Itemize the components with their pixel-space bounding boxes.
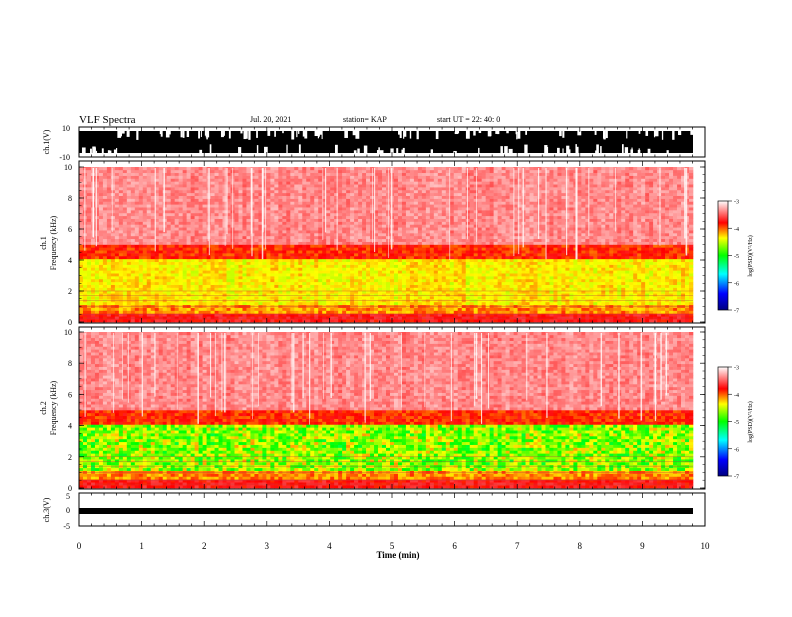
y-tick-label: 4 — [68, 422, 72, 431]
x-tick-label: 4 — [327, 541, 332, 551]
x-tick-label: 0 — [77, 541, 82, 551]
colorbar-tick-label: -6 — [734, 447, 739, 453]
panel-ch1-spectrogram: 0 2 4 6 8 10 ch.1 Frequency (kHz) — [39, 161, 705, 327]
ch2-spectrogram-image — [79, 332, 693, 488]
colorbar-tick-label: -4 — [734, 227, 739, 233]
colorbar-tick-label: -4 — [734, 393, 739, 399]
x-tick-label: 10 — [701, 541, 711, 551]
colorbar-tick-label: -7 — [734, 475, 739, 481]
ch3-ytick-mid: 0 — [66, 506, 70, 515]
y-tick-label: 6 — [68, 225, 72, 234]
x-tick-label: 3 — [265, 541, 270, 551]
y-tick-label: 8 — [68, 359, 72, 368]
time-axis-label: Time (min) — [376, 550, 419, 560]
colorbar-tick-label: -7 — [734, 309, 739, 315]
y-tick-label: 4 — [68, 256, 72, 265]
x-tick-label: 6 — [452, 541, 457, 551]
ch2-colorbar-ticks: -3 -4 -5 -6 -7 — [728, 366, 739, 481]
ch2-colorbar-label: log(PSD)(V²/Hz) — [747, 401, 754, 442]
ch2-spec-channel-label: ch.2 — [39, 401, 48, 415]
ch1-colorbar-label: log(PSD)(V²/Hz) — [747, 235, 754, 276]
x-tick-label: 2 — [202, 541, 207, 551]
ch2-colorbar: -3 -4 -5 -6 -7 log(PSD)(V²/Hz) — [718, 366, 754, 481]
y-tick-label: 8 — [68, 194, 72, 203]
start-time-label: start UT = 22: 40: 0 — [437, 115, 500, 124]
ch1-ytick-top: 10 — [62, 124, 70, 133]
y-tick-label: 2 — [68, 287, 72, 296]
ch1-colorbar-ticks: -3 -4 -5 -6 -7 — [728, 200, 739, 315]
ch2-spec-ylabel: Frequency (kHz) — [49, 380, 58, 435]
ch1-colorbar: -3 -4 -5 -6 -7 log(PSD)(V²/Hz) — [718, 200, 754, 315]
colorbar-tick-label: -3 — [734, 200, 739, 206]
ch1-spec-ylabel: Frequency (kHz) — [49, 215, 58, 270]
ch3-ylabel: ch.3(V) — [42, 497, 51, 522]
station-label: station= KAP — [343, 115, 387, 124]
colorbar-tick-label: -5 — [734, 420, 739, 426]
figure-title: VLF Spectra — [79, 114, 136, 126]
date-label: Jul. 20, 2021 — [250, 115, 291, 124]
y-tick-label: 10 — [64, 328, 72, 337]
y-tick-label: 0 — [68, 318, 72, 327]
ch3-waveform-band — [79, 508, 693, 514]
colorbar-tick-label: -6 — [734, 281, 739, 287]
ch1-ylabel: ch.1(V) — [42, 129, 51, 154]
y-tick-label: 6 — [68, 390, 72, 399]
x-tick-label: 9 — [640, 541, 645, 551]
x-tick-label: 7 — [515, 541, 520, 551]
ch3-ytick-top: 5 — [66, 492, 70, 501]
y-tick-label: 10 — [64, 163, 72, 172]
x-tick-label: 1 — [139, 541, 144, 551]
ch1-spectrogram-image — [79, 167, 693, 322]
x-tick-label: 8 — [578, 541, 583, 551]
colorbar-tick-label: -5 — [734, 254, 739, 260]
ch3-ytick-bottom: -5 — [63, 522, 70, 531]
ch1-ytick-bottom: -10 — [59, 153, 70, 162]
colorbar-tick-label: -3 — [734, 366, 739, 372]
y-tick-label: 2 — [68, 453, 72, 462]
ch1-spec-channel-label: ch.1 — [39, 236, 48, 250]
